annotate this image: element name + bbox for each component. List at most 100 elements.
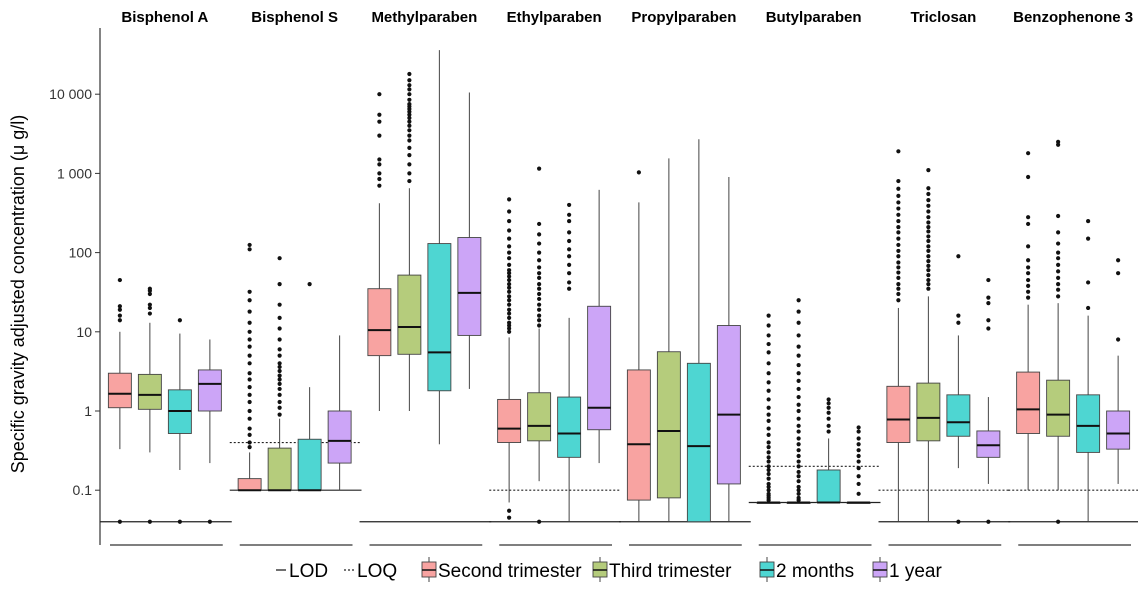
- outlier-point: [986, 301, 991, 306]
- outlier-point: [1026, 258, 1031, 263]
- outlier-point: [926, 209, 931, 214]
- outlier-point: [956, 320, 961, 325]
- outlier-point: [796, 479, 801, 484]
- box-body: [976, 430, 1001, 458]
- outlier-point: [796, 362, 801, 368]
- outlier-point: [796, 309, 801, 314]
- outlier-point: [926, 254, 931, 259]
- box-third-trimester: [267, 256, 292, 492]
- outlier-point: [896, 275, 901, 280]
- box-body: [1046, 379, 1071, 437]
- outlier-point: [117, 519, 122, 524]
- legend-label: 2 months: [776, 561, 854, 582]
- outlier-point: [1026, 289, 1031, 294]
- outlier-point: [537, 271, 542, 276]
- y-tick-label: 10 000: [49, 86, 92, 102]
- outlier-point: [147, 302, 152, 307]
- outlier-point: [826, 405, 831, 410]
- outlier-point: [407, 162, 412, 167]
- outlier-point: [247, 408, 252, 414]
- box-2-months: [946, 254, 971, 524]
- outlier-point: [896, 254, 901, 259]
- outlier-point: [1086, 236, 1091, 241]
- box-second-trimester: [367, 92, 392, 411]
- outlier-point: [537, 275, 542, 280]
- outlier-point: [507, 197, 512, 202]
- outlier-point: [507, 271, 512, 276]
- outlier-point: [247, 361, 252, 366]
- outlier-point: [826, 416, 831, 421]
- outlier-point: [1056, 294, 1061, 299]
- outlier-point: [537, 258, 542, 263]
- outlier-point: [896, 236, 901, 241]
- outlier-point: [117, 304, 122, 309]
- outlier-point: [377, 133, 382, 138]
- outlier-point: [926, 198, 931, 203]
- outlier-point: [277, 381, 282, 386]
- outlier-point: [856, 448, 861, 453]
- outlier-point: [537, 250, 542, 255]
- outlier-point: [117, 313, 122, 318]
- outlier-point: [537, 265, 542, 270]
- outlier-point: [277, 386, 282, 392]
- box-body: [297, 438, 322, 491]
- outlier-point: [247, 371, 252, 376]
- outlier-point: [507, 228, 512, 233]
- box-body: [397, 274, 422, 355]
- outlier-point: [926, 277, 931, 283]
- outlier-point: [896, 286, 901, 291]
- outlier-point: [1026, 277, 1031, 283]
- outlier-point: [247, 416, 252, 421]
- outlier-point: [537, 241, 542, 246]
- legend-label: Third trimester: [609, 561, 732, 582]
- legend-item: 2 months: [759, 557, 854, 582]
- outlier-point: [796, 491, 801, 496]
- outlier-point: [766, 481, 771, 487]
- outlier-point: [796, 484, 801, 490]
- outlier-point: [147, 519, 152, 524]
- outlier-point: [1056, 519, 1061, 524]
- outlier-point: [1056, 269, 1061, 274]
- outlier-point: [1056, 275, 1061, 280]
- outlier-point: [766, 350, 771, 355]
- outlier-point: [567, 212, 572, 217]
- box-third-trimester: [527, 166, 552, 524]
- outlier-point: [766, 471, 771, 477]
- outlier-point: [926, 286, 931, 291]
- outlier-point: [407, 178, 412, 184]
- outlier-point: [407, 119, 412, 124]
- outlier-point: [796, 453, 801, 459]
- outlier-point: [926, 203, 931, 208]
- outlier-point: [896, 298, 901, 303]
- box-body: [686, 362, 711, 523]
- box-2-months: [297, 282, 322, 492]
- outlier-point: [277, 337, 282, 342]
- outlier-point: [377, 92, 382, 97]
- box-1-year: [716, 177, 741, 522]
- outlier-point: [507, 256, 512, 261]
- outlier-point: [247, 385, 252, 390]
- outlier-point: [926, 234, 931, 239]
- outlier-point: [567, 218, 572, 224]
- outlier-point: [507, 209, 512, 214]
- legend-item: LOD: [276, 561, 328, 582]
- box-body: [946, 394, 971, 437]
- outlier-point: [407, 71, 412, 77]
- outlier-point: [856, 436, 861, 441]
- outlier-point: [407, 138, 412, 143]
- outlier-point: [147, 291, 152, 297]
- outlier-point: [856, 459, 861, 464]
- box-body: [237, 478, 262, 491]
- box-second-trimester: [1016, 151, 1041, 491]
- outlier-point: [507, 285, 512, 290]
- outlier-point: [537, 519, 542, 524]
- outlier-point: [1026, 221, 1031, 227]
- outlier-point: [796, 469, 801, 475]
- outlier-point: [277, 399, 282, 405]
- outlier-point: [277, 326, 282, 331]
- outlier-point: [407, 112, 412, 117]
- box-third-trimester: [137, 286, 162, 524]
- box-second-trimester: [626, 170, 651, 522]
- legend-label: LOD: [289, 561, 328, 582]
- outlier-point: [766, 450, 771, 455]
